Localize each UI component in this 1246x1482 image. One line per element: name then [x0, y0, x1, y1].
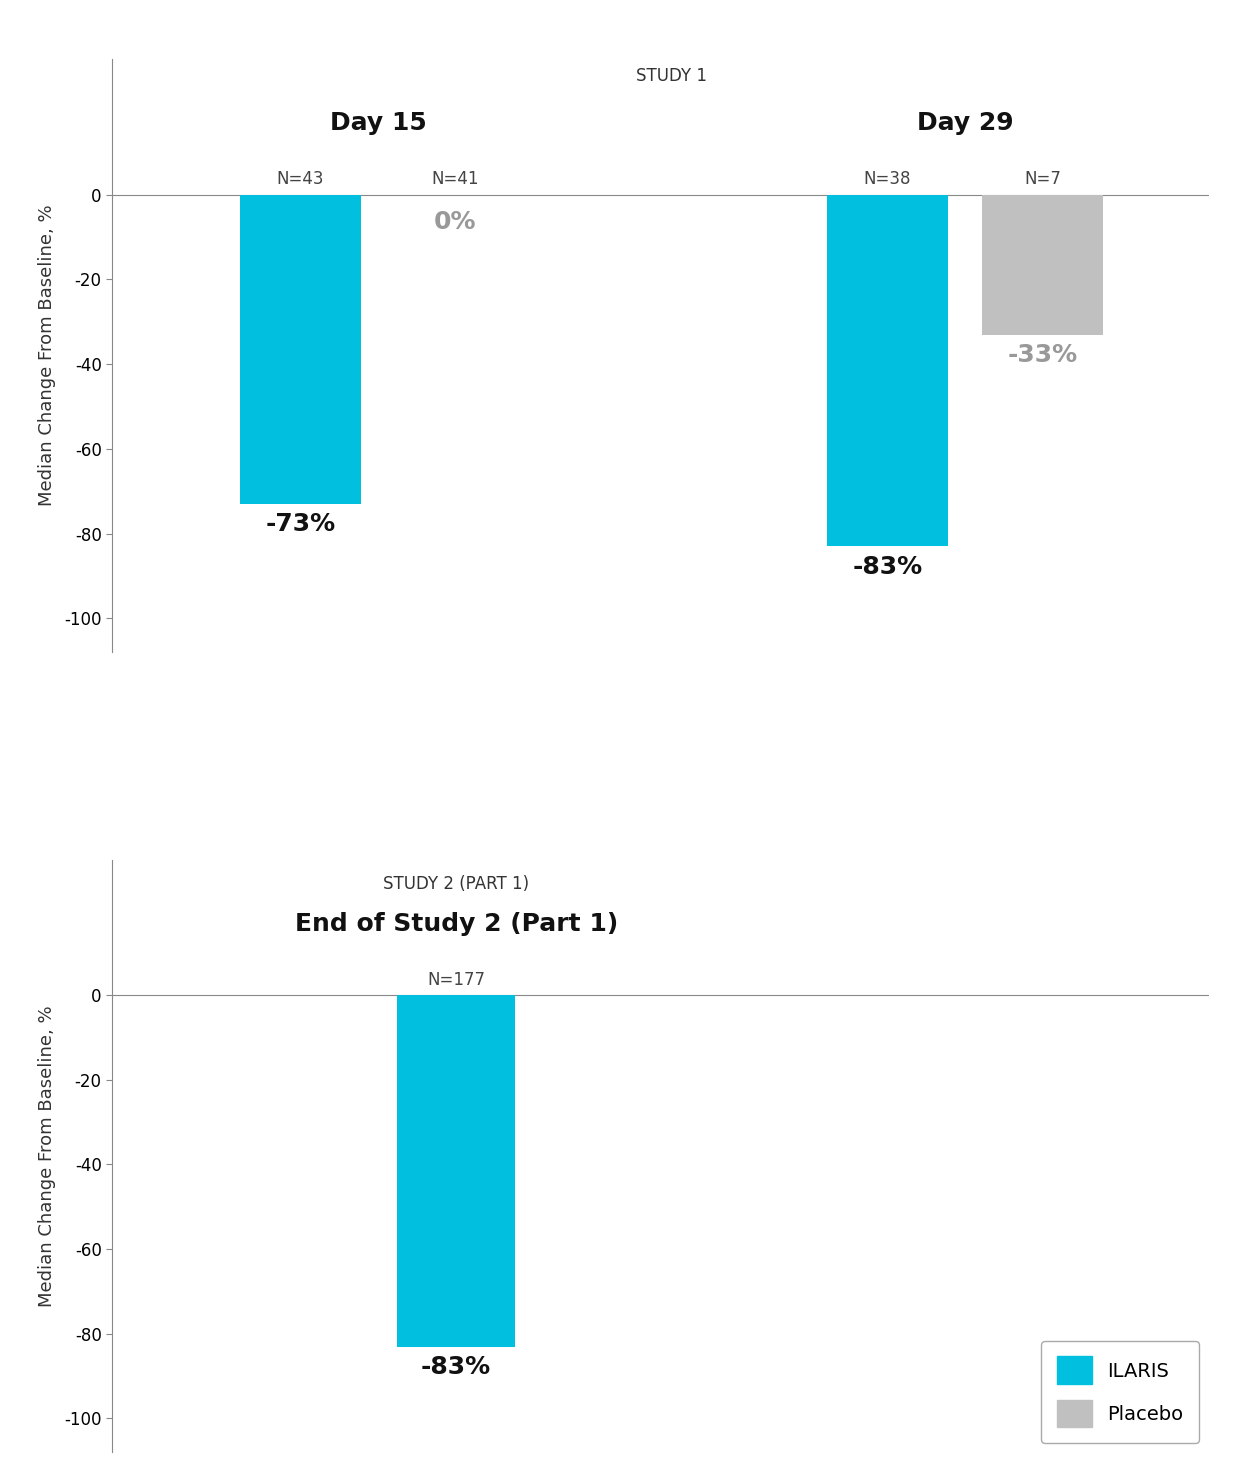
Text: Day 29: Day 29: [917, 111, 1013, 135]
Bar: [982, 194, 1104, 335]
Text: N=41: N=41: [431, 170, 480, 188]
Text: N=38: N=38: [863, 170, 911, 188]
Text: N=43: N=43: [277, 170, 324, 188]
Text: End of Study 2 (Part 1): End of Study 2 (Part 1): [294, 911, 618, 935]
Text: -83%: -83%: [852, 554, 922, 578]
Text: 0%: 0%: [435, 209, 477, 234]
Text: STUDY 2 (PART 1): STUDY 2 (PART 1): [383, 876, 530, 894]
Text: Day 15: Day 15: [330, 111, 426, 135]
Text: -83%: -83%: [421, 1355, 491, 1378]
Legend: ILARIS, Placebo: ILARIS, Placebo: [1042, 1341, 1199, 1442]
Y-axis label: Median Change From Baseline, %: Median Change From Baseline, %: [37, 205, 56, 507]
Text: STUDY 1: STUDY 1: [635, 67, 706, 84]
Text: -73%: -73%: [265, 513, 335, 536]
Text: N=7: N=7: [1024, 170, 1060, 188]
Bar: [397, 994, 516, 1347]
Text: N=177: N=177: [427, 971, 485, 988]
Bar: [826, 194, 948, 547]
Text: -33%: -33%: [1008, 342, 1078, 368]
Bar: [239, 194, 361, 504]
Y-axis label: Median Change From Baseline, %: Median Change From Baseline, %: [37, 1005, 56, 1307]
